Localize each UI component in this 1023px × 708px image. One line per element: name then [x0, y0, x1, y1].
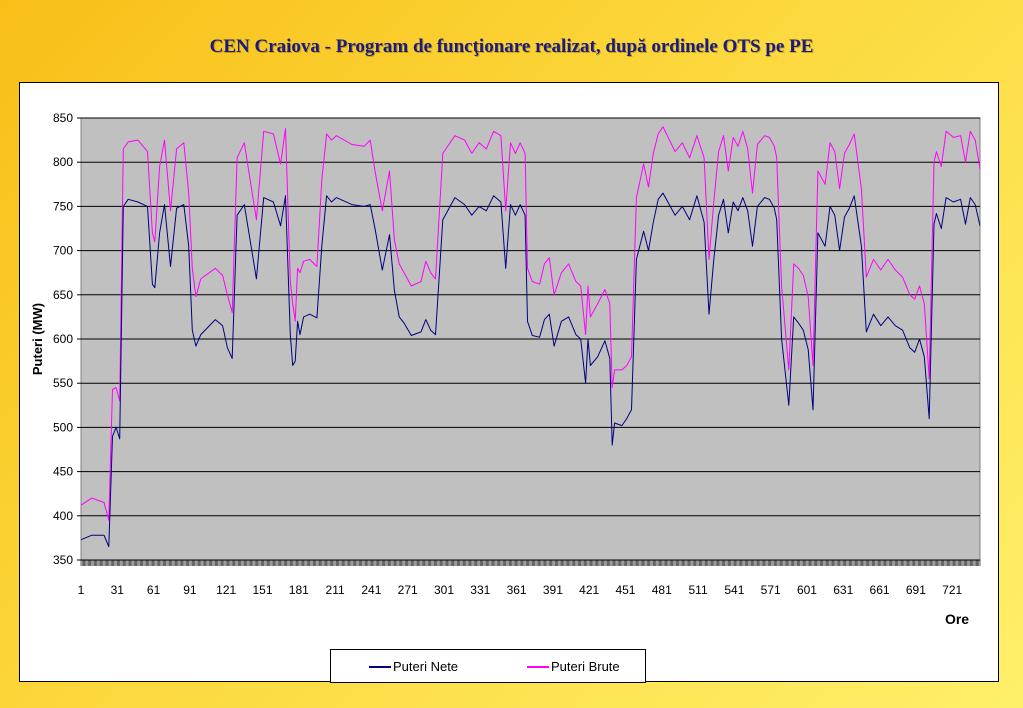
x-tick-label: 631: [833, 583, 853, 597]
x-tick-label: 1: [78, 583, 85, 597]
y-tick-label: 550: [53, 376, 73, 390]
y-tick-label: 350: [53, 553, 73, 567]
x-tick-label: 391: [543, 583, 563, 597]
x-tick-label: 451: [615, 583, 635, 597]
x-tick-label: 601: [797, 583, 817, 597]
x-tick-label: 511: [689, 583, 708, 597]
x-axis-tick-marks: [80, 559, 981, 566]
legend-label-net: Puteri Nete: [393, 659, 459, 674]
x-tick-label: 421: [579, 583, 599, 597]
series-line-puteri-nete: [80, 192, 981, 548]
x-tick-label: 691: [906, 583, 926, 597]
y-tick-label: 450: [53, 465, 73, 479]
series-lines: [80, 126, 981, 548]
y-tick-label: 750: [53, 199, 73, 213]
line-chart: 350 400 450 500 550 600 650 700 750 800 850 1 31 61 9…: [30, 111, 981, 627]
slide-title: CEN Craiova - Program de funcţionare rea…: [209, 36, 814, 57]
x-tick-label: 151: [252, 583, 272, 597]
y-tick-label: 800: [53, 155, 73, 169]
x-tick-label: 331: [470, 583, 490, 597]
y-tick-label: 500: [53, 420, 73, 434]
chart-panel: 350 400 450 500 550 600 650 700 750 800 850 1 31 61 9…: [19, 82, 999, 683]
legend-swatch-gross: [527, 666, 549, 668]
y-axis-label: Puteri (MW): [30, 303, 45, 375]
x-tick-label: 571: [761, 583, 781, 597]
y-axis-tick-labels: 350 400 450 500 550 600 650 700 750 800 850: [53, 111, 73, 567]
x-axis-label: Ore: [945, 611, 969, 627]
x-tick-label: 121: [216, 583, 236, 597]
legend-label-gross: Puteri Brute: [551, 659, 620, 674]
x-tick-label: 361: [507, 583, 527, 597]
x-tick-label: 241: [361, 583, 381, 597]
x-tick-label: 31: [111, 583, 125, 597]
chart-legend: Puteri Nete Puteri Brute: [330, 649, 646, 683]
x-tick-label: 181: [289, 583, 309, 597]
x-tick-label: 301: [434, 583, 454, 597]
x-tick-label: 211: [326, 583, 345, 597]
y-tick-label: 650: [53, 288, 73, 302]
y-tick-label: 400: [53, 509, 73, 523]
x-tick-label: 61: [147, 583, 161, 597]
legend-swatch-net: [369, 666, 391, 668]
y-tick-label: 700: [53, 244, 73, 258]
x-tick-label: 661: [870, 583, 890, 597]
x-axis-hour-ticks: [80, 560, 981, 566]
x-tick-label: 271: [398, 583, 418, 597]
x-tick-label: 91: [183, 583, 197, 597]
x-tick-label: 541: [724, 583, 744, 597]
x-tick-label: 481: [652, 583, 672, 597]
x-axis-tick-labels: 1 31 61 91 121 151 181 211 241 271 301 331 361 391 421…: [78, 583, 963, 597]
x-tick-label: 721: [942, 583, 962, 597]
series-line-puteri-brute: [80, 126, 981, 521]
y-tick-label: 850: [53, 111, 73, 125]
y-tick-label: 600: [53, 332, 73, 346]
